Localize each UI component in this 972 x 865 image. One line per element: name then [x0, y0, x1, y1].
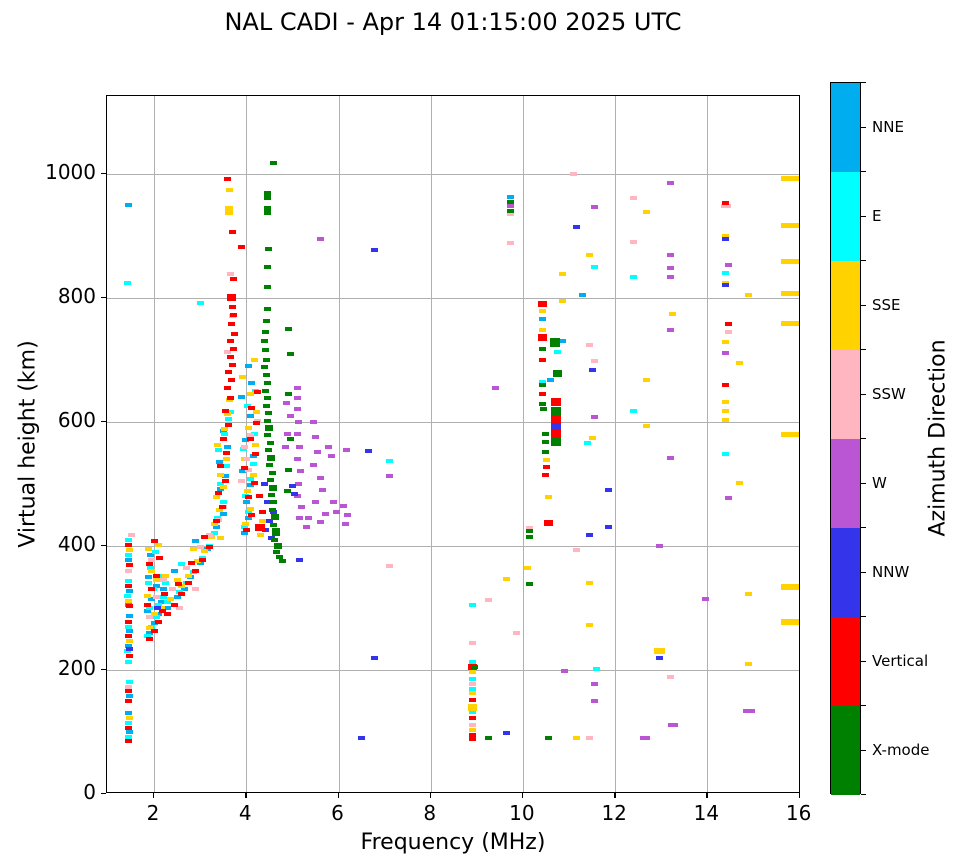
colorbar-tick	[861, 171, 866, 173]
x-tick-label: 14	[693, 801, 720, 825]
x-tick-label: 2	[146, 801, 160, 825]
colorbar-segment-w	[831, 439, 860, 528]
y-tick	[101, 420, 106, 423]
colorbar-tick	[861, 660, 866, 662]
colorbar-label-x-mode: X-mode	[872, 740, 930, 759]
colorbar-tick	[861, 349, 866, 351]
colorbar-tick	[861, 393, 866, 395]
colorbar-segment-ssw	[831, 350, 860, 439]
x-tick	[521, 793, 524, 798]
colorbar-tick	[861, 260, 866, 262]
colorbar-segment-x-mode	[831, 706, 860, 795]
gridline-x	[338, 96, 340, 792]
plot-area	[106, 95, 800, 793]
colorbar-tick	[861, 705, 866, 707]
x-tick	[798, 793, 800, 798]
y-axis-label: Virtual height (km)	[15, 340, 41, 548]
gridline-x	[246, 96, 248, 792]
gridline-x	[707, 96, 709, 792]
y-tick	[101, 793, 106, 795]
x-tick	[614, 793, 616, 798]
x-tick-label: 4	[238, 801, 252, 825]
gridline-y	[107, 421, 799, 423]
colorbar-label-nnw: NNW	[872, 562, 910, 581]
colorbar-tick	[861, 571, 866, 573]
colorbar-segment-e	[831, 172, 860, 261]
gridline-x	[615, 96, 617, 792]
x-axis-label: Frequency (MHz)	[360, 830, 546, 855]
gridline-y	[107, 173, 799, 175]
x-tick-label: 10	[509, 801, 535, 825]
x-tick-label: 8	[423, 801, 437, 825]
x-tick	[337, 793, 339, 798]
gridline-x	[430, 96, 432, 792]
gridline-y	[107, 545, 799, 547]
y-tick	[101, 668, 106, 671]
gridline-y	[107, 669, 799, 671]
colorbar-label-vertical: Vertical	[872, 651, 929, 670]
colorbar-label-w: W	[872, 473, 887, 492]
colorbar-tick	[861, 482, 866, 484]
x-tick	[429, 793, 432, 798]
colorbar-label-ssw: SSW	[872, 384, 906, 403]
colorbar-label: Azimuth Direction	[925, 339, 951, 537]
colorbar	[830, 82, 861, 795]
colorbar-tick	[861, 749, 866, 751]
colorbar-tick	[861, 616, 866, 618]
y-tick-label: 600	[57, 407, 96, 432]
y-tick-label: 800	[57, 283, 96, 308]
colorbar-tick	[861, 215, 866, 217]
colorbar-segment-vertical	[831, 617, 860, 706]
colorbar-segment-nnw	[831, 528, 860, 617]
colorbar-tick	[861, 527, 866, 529]
gridline-x	[522, 96, 524, 792]
y-tick	[101, 544, 106, 547]
x-tick-label: 6	[331, 801, 344, 825]
y-tick-label: 400	[57, 531, 96, 556]
x-tick-label: 16	[785, 801, 812, 825]
x-tick	[153, 793, 155, 798]
colorbar-tick	[861, 304, 866, 306]
colorbar-tick	[861, 438, 866, 440]
chart-title: NAL CADI - Apr 14 01:15:00 2025 UTC	[224, 8, 682, 36]
colorbar-tick	[861, 794, 866, 796]
gridline-x	[154, 96, 155, 792]
y-tick	[101, 296, 106, 298]
colorbar-label-e: E	[872, 206, 882, 225]
x-tick	[245, 793, 247, 798]
colorbar-tick	[861, 126, 866, 128]
colorbar-tick	[861, 82, 866, 84]
x-tick-label: 12	[601, 801, 627, 825]
y-tick-label: 200	[57, 655, 96, 680]
y-tick-label: 0	[83, 779, 96, 804]
colorbar-label-sse: SSE	[872, 295, 901, 314]
y-tick-label: 1000	[45, 159, 96, 184]
colorbar-segment-sse	[831, 261, 860, 350]
colorbar-label-nne: NNE	[872, 117, 904, 136]
x-tick	[706, 793, 708, 798]
colorbar-segment-nne	[831, 83, 860, 172]
gridline-y	[107, 297, 799, 299]
y-tick	[101, 172, 106, 174]
